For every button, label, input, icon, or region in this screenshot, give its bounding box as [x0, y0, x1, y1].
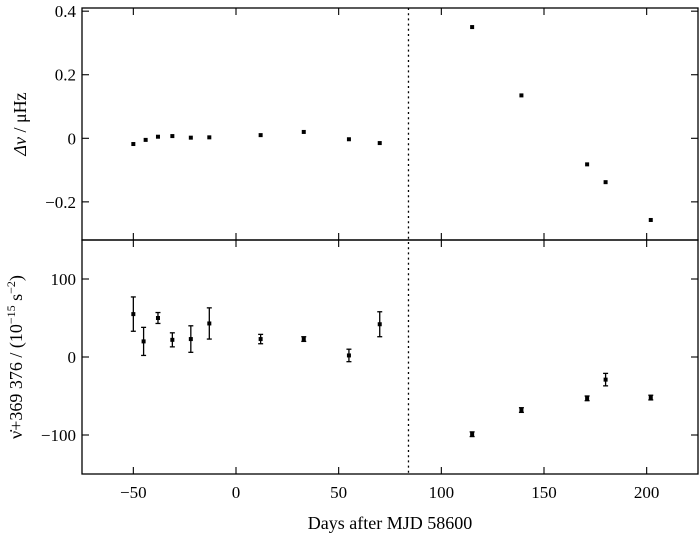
bottom-data-point [170, 337, 175, 342]
top-data-point [143, 137, 148, 142]
bottom-y-axis-label-exp1: −15 [4, 305, 18, 324]
top-y-axis-label-quantity: Δν [10, 137, 30, 157]
bottom-data-point [141, 339, 146, 344]
top-y-tick-label: −0.2 [45, 193, 76, 212]
bottom-data-point [519, 408, 524, 413]
top-data-point [170, 134, 175, 139]
top-data-point [648, 217, 653, 222]
x-tick-label: −50 [120, 483, 147, 502]
top-data-point [377, 141, 382, 146]
x-tick-label: 50 [330, 483, 347, 502]
top-data-point [301, 129, 306, 134]
x-axis: −50 0 50 100 150 200 [120, 483, 659, 502]
bottom-data-point [258, 337, 263, 342]
top-data-point [470, 25, 475, 30]
top-y-axis-label: Δν / μHz [10, 92, 30, 156]
x-tick-label: 100 [429, 483, 455, 502]
x-axis-label: Days after MJD 58600 [308, 513, 472, 533]
bottom-data-point [207, 321, 212, 326]
bottom-y-axis-label-close: ) [6, 275, 27, 281]
bottom-data-point [648, 395, 653, 400]
bottom-data-point [585, 396, 590, 401]
top-data-point [207, 135, 212, 140]
bottom-panel: −100 0 100 [41, 239, 699, 475]
top-panel-frame [81, 7, 699, 241]
bottom-y-tick-label: −100 [41, 426, 76, 445]
bottom-data-point [470, 432, 475, 437]
top-data-point [258, 133, 263, 138]
top-data-point [519, 93, 524, 98]
bottom-y-axis-label-quantity: ν̇+369 376 / (10 [6, 324, 27, 439]
bottom-data-point [301, 337, 306, 342]
bottom-data-point [346, 353, 351, 358]
bottom-panel-frame [81, 239, 699, 475]
top-data-point [188, 135, 193, 140]
bottom-data-point [155, 316, 160, 320]
top-data-point [585, 162, 590, 167]
top-y-tick-label: 0.2 [55, 66, 76, 85]
x-tick-label: 150 [531, 483, 557, 502]
bottom-data-point [188, 337, 193, 342]
bottom-y-axis-label-unit-s: s [6, 294, 26, 306]
bottom-data-point [131, 312, 136, 317]
top-data-point [155, 134, 160, 139]
bottom-data-point [603, 377, 608, 382]
x-tick-label: 0 [232, 483, 241, 502]
top-data-point [346, 137, 351, 142]
bottom-data-point [377, 322, 382, 327]
top-data-point [131, 142, 136, 147]
bottom-y-tick-label: 100 [51, 270, 77, 289]
top-data-point [603, 180, 608, 185]
top-panel: −0.2 0 0.2 0.4 [45, 2, 699, 241]
top-y-tick-label: 0 [68, 129, 77, 148]
bottom-y-axis-label: ν̇+369 376 / (10−15 s−2) [4, 275, 27, 439]
bottom-y-axis-label-exp2: −2 [4, 281, 18, 294]
x-tick-label: 200 [634, 483, 660, 502]
bottom-y-tick-label: 0 [68, 348, 77, 367]
top-y-tick-label: 0.4 [55, 2, 77, 21]
top-y-axis-label-units: / μHz [10, 92, 30, 137]
